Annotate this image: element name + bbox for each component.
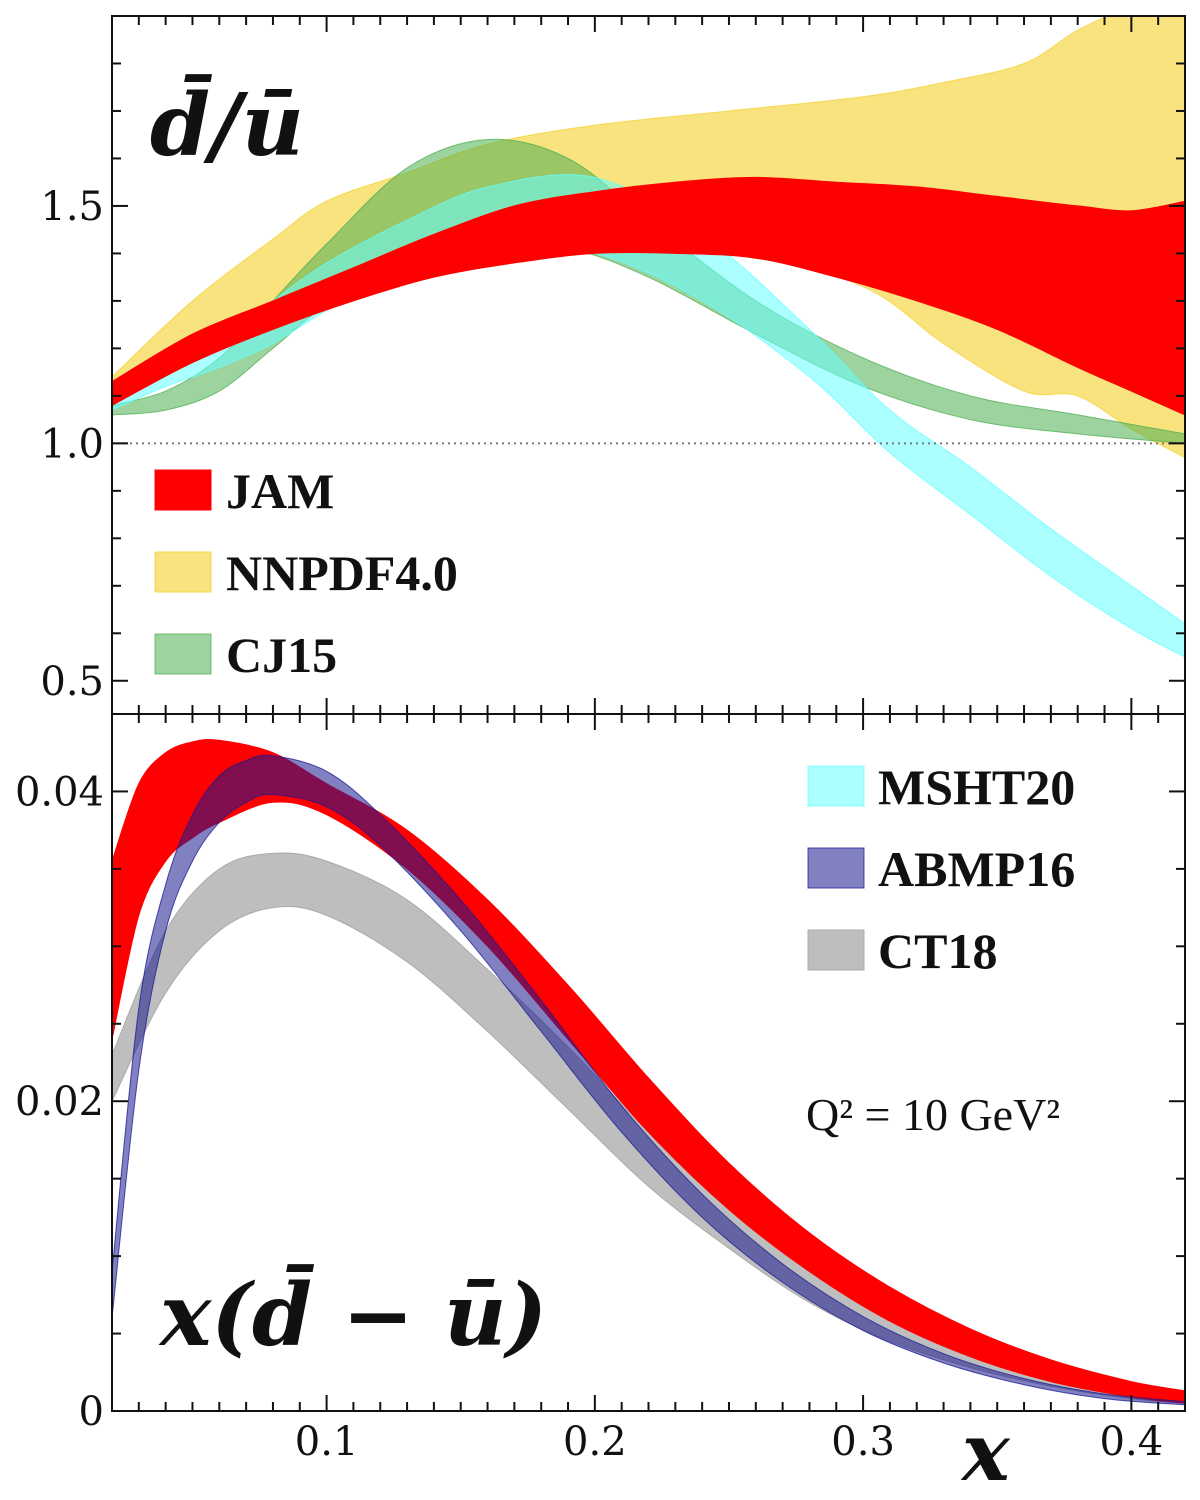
legend-label-msht20: MSHT20 bbox=[878, 759, 1075, 815]
axis-tick-labels: 0.5 1.0 1.5 0 0.02 0.04 0.1 0.2 0.3 0.4 bbox=[15, 184, 1163, 1465]
q2-annotation: Q² = 10 GeV² bbox=[806, 1089, 1060, 1140]
x-axis-label: x bbox=[960, 1405, 1011, 1499]
bottom-y-tick-label: 0.02 bbox=[15, 1079, 104, 1125]
axis-ticks bbox=[111, 15, 1186, 1412]
bottom-y-tick-label: 0.04 bbox=[15, 769, 104, 815]
svg-text:x(d̄ − ū): x(d̄ − ū) bbox=[158, 1264, 547, 1366]
legend-swatch-jam bbox=[154, 469, 212, 511]
legend-bottom: MSHT20 ABMP16 CT18 bbox=[807, 759, 1075, 979]
legend-label-abmp16: ABMP16 bbox=[878, 841, 1075, 897]
bottom-band-ct18 bbox=[112, 852, 1185, 1404]
svg-text:d̄/ū: d̄/ū bbox=[150, 74, 304, 176]
bottom-band-abmp16 bbox=[112, 754, 1185, 1406]
top-y-tick-label: 1.0 bbox=[40, 421, 104, 467]
legend-swatch-ct18 bbox=[807, 929, 865, 971]
top-panel-title: d̄/ū bbox=[150, 74, 304, 176]
legend-label-ct18: CT18 bbox=[878, 923, 997, 979]
top-y-tick-label: 0.5 bbox=[40, 659, 104, 705]
top-y-tick-label: 1.5 bbox=[40, 184, 104, 230]
bottom-panel-title: x(d̄ − ū) bbox=[158, 1264, 547, 1366]
top-band-jam bbox=[112, 176, 1185, 416]
bottom-y-tick-label: 0 bbox=[79, 1389, 104, 1435]
x-tick-label: 0.3 bbox=[831, 1419, 895, 1465]
x-tick-label: 0.2 bbox=[563, 1419, 627, 1465]
legend-label-jam: JAM bbox=[226, 463, 334, 519]
x-tick-label: 0.1 bbox=[295, 1419, 359, 1465]
legend-swatch-nnpdf bbox=[154, 551, 212, 593]
x-tick-label: 0.4 bbox=[1100, 1419, 1164, 1465]
legend-swatch-cj15 bbox=[154, 633, 212, 675]
bottom-panel-bands bbox=[112, 738, 1185, 1406]
legend-label-nnpdf: NNPDF4.0 bbox=[226, 545, 458, 601]
legend-swatch-msht20 bbox=[807, 765, 865, 807]
legend-swatch-abmp16 bbox=[807, 847, 865, 889]
legend-top: JAM NNPDF4.0 CJ15 bbox=[154, 463, 458, 683]
legend-label-cj15: CJ15 bbox=[226, 627, 337, 683]
